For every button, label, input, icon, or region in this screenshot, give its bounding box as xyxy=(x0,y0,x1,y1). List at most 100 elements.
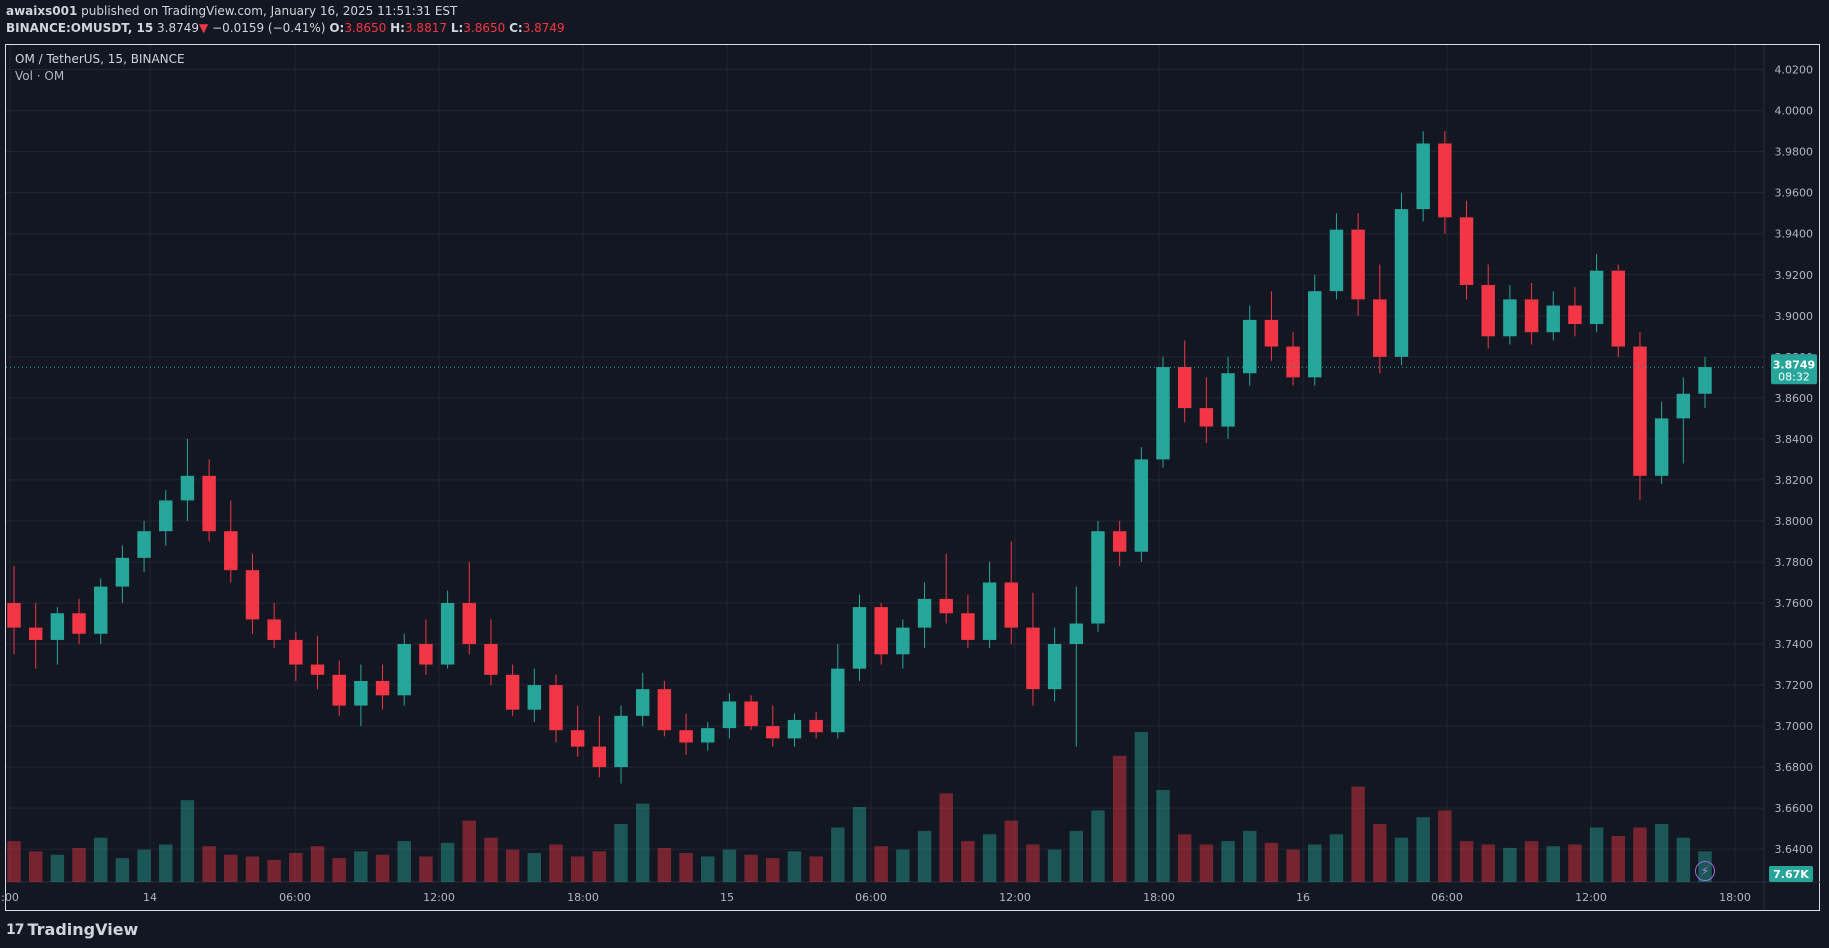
volume-bar xyxy=(93,837,108,882)
candle-body xyxy=(635,689,650,716)
candle-body xyxy=(1546,305,1560,333)
volume-bar xyxy=(332,858,346,882)
volume-bar xyxy=(1134,732,1149,882)
volume-bar xyxy=(1177,834,1192,882)
volume-bar xyxy=(570,856,585,882)
volume-bar xyxy=(1091,810,1105,882)
candle-body xyxy=(1416,143,1430,210)
price-tick-label: 3.9400 xyxy=(1775,228,1814,241)
volume-bar xyxy=(852,807,867,882)
volume-bar xyxy=(7,841,21,882)
volume-bar xyxy=(484,837,498,882)
candle-body xyxy=(7,603,21,628)
volume-bar xyxy=(310,846,325,882)
volume-tag-label: 7.67K xyxy=(1773,868,1809,881)
time-tick-label: 12:00 xyxy=(999,891,1031,904)
volume-bar xyxy=(1199,844,1214,882)
candle-body xyxy=(1264,319,1279,347)
chart-grid xyxy=(6,45,1820,910)
candle-body xyxy=(809,719,823,733)
volume-bar xyxy=(1047,849,1062,882)
volume-bar xyxy=(874,846,888,882)
volume-bar xyxy=(505,849,520,882)
volume-bar xyxy=(397,841,411,882)
candle-body xyxy=(462,603,476,645)
time-tick-label: 14 xyxy=(143,891,157,904)
candle-body xyxy=(115,557,130,587)
candle-body xyxy=(1047,644,1062,690)
volume-bar xyxy=(72,847,86,882)
volume-bar xyxy=(1373,824,1387,882)
candle-body xyxy=(93,586,108,634)
candle-body xyxy=(1156,367,1170,460)
candle-body xyxy=(1698,367,1712,394)
volume-bar xyxy=(1243,830,1257,882)
candle-body xyxy=(1373,299,1387,357)
candle-body xyxy=(1611,270,1626,347)
volume-bar xyxy=(462,820,476,882)
chart-frame[interactable] xyxy=(5,44,1820,911)
volume-bar xyxy=(1568,844,1582,882)
time-tick-label: :00 xyxy=(1,891,19,904)
candle-body xyxy=(1676,393,1691,419)
time-tick-label: 18:00 xyxy=(1143,891,1175,904)
volume-bar xyxy=(180,800,195,882)
volume-bar xyxy=(1112,755,1127,882)
volume-bar xyxy=(267,859,281,882)
volume-bar xyxy=(419,856,433,882)
candle-body xyxy=(1177,367,1192,409)
lightning-icon[interactable]: ⚡ xyxy=(1695,861,1715,881)
candle-body xyxy=(180,475,195,501)
time-tick-label: 15 xyxy=(720,891,734,904)
volume-bar xyxy=(1503,847,1517,882)
volume-bar xyxy=(440,842,455,882)
volume-bar xyxy=(1351,786,1365,882)
candle-body xyxy=(72,613,86,634)
candle-body xyxy=(1329,229,1344,292)
candle-body xyxy=(766,726,780,739)
candle-body xyxy=(679,730,693,743)
price-tick-label: 3.9000 xyxy=(1775,310,1814,323)
candle-body xyxy=(744,701,758,727)
volume-bar xyxy=(744,854,758,882)
candle-body xyxy=(224,531,238,571)
price-tick-label: 4.0000 xyxy=(1775,105,1814,118)
volume-bar xyxy=(1589,827,1604,882)
candle-body xyxy=(267,619,281,640)
volume-bar xyxy=(679,853,693,882)
publisher-name: awaixs001 xyxy=(6,4,78,18)
volume-bar xyxy=(1676,837,1691,882)
candle-body xyxy=(1481,285,1495,337)
close-label: C: xyxy=(509,21,523,35)
volume-bar xyxy=(1416,817,1430,882)
candle-body xyxy=(245,570,260,620)
candle-body xyxy=(701,728,715,743)
candle-body xyxy=(614,715,628,768)
price-tick-label: 3.8000 xyxy=(1775,515,1814,528)
candle-body xyxy=(939,598,953,614)
volume-bar xyxy=(917,830,932,882)
candle-body xyxy=(137,531,151,558)
price-tick-label: 3.7800 xyxy=(1775,556,1814,569)
candle-body xyxy=(657,689,672,731)
volume-bar xyxy=(1611,835,1626,882)
high-label: H: xyxy=(390,21,405,35)
price-tick-label: 3.6600 xyxy=(1775,802,1814,815)
candle-body xyxy=(440,603,455,665)
candle-body xyxy=(982,582,997,640)
candle-body xyxy=(852,607,867,669)
candle-body xyxy=(1633,346,1647,476)
candle-body xyxy=(1308,291,1322,378)
candle-body xyxy=(1394,209,1409,357)
price-tick-label: 3.7200 xyxy=(1775,679,1814,692)
candle-body xyxy=(50,613,65,640)
down-arrow-icon: ▼ xyxy=(199,21,209,35)
volume-bar xyxy=(592,851,607,882)
volume-bar xyxy=(1438,810,1452,882)
time-tick-label: 12:00 xyxy=(423,891,455,904)
price-tick-label: 3.9600 xyxy=(1775,187,1814,200)
candle-body xyxy=(1286,346,1300,378)
volume-bar xyxy=(1026,844,1040,882)
candlesticks xyxy=(7,131,1712,784)
